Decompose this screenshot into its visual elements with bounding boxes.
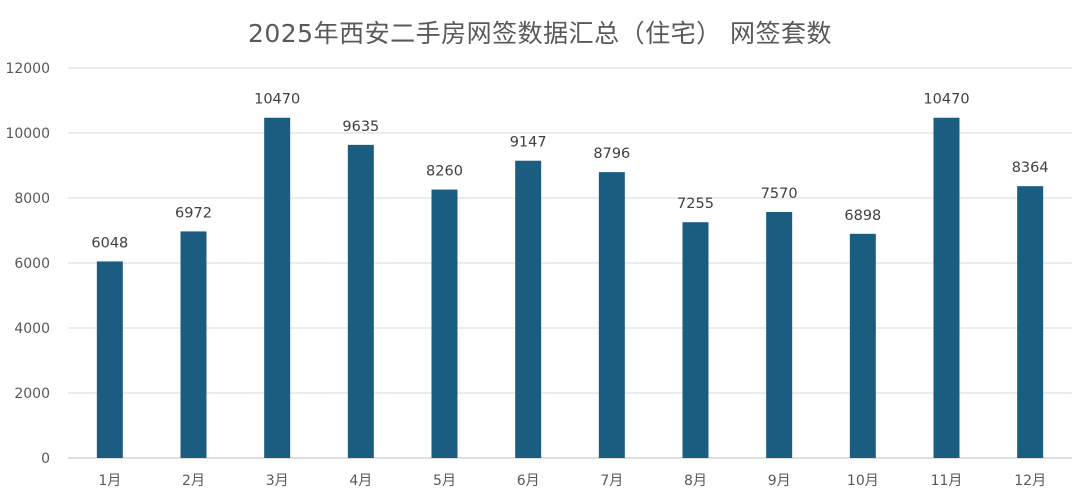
gridlines bbox=[68, 67, 1072, 459]
data-label: 7570 bbox=[761, 186, 798, 202]
y-tick-label: 6000 bbox=[14, 256, 50, 272]
x-axis-ticks: 1月 2月 3月 4月 5月 6月 7月 8月 9月 10月 11月 12月 bbox=[98, 473, 1046, 489]
x-tick-label: 12月 bbox=[1014, 473, 1046, 489]
x-tick-label: 1月 bbox=[98, 473, 121, 489]
y-tick-label: 12000 bbox=[5, 61, 50, 77]
data-label: 10470 bbox=[923, 92, 969, 108]
data-label: 9147 bbox=[510, 135, 547, 151]
bar bbox=[96, 261, 123, 458]
x-tick-label: 6月 bbox=[517, 473, 540, 489]
x-tick-label: 3月 bbox=[266, 473, 289, 489]
data-label: 9635 bbox=[342, 119, 379, 135]
data-label: 6048 bbox=[91, 235, 128, 251]
y-tick-label: 10000 bbox=[5, 126, 50, 142]
data-label: 10470 bbox=[254, 92, 300, 108]
x-tick-label: 8月 bbox=[684, 473, 707, 489]
bar bbox=[598, 172, 625, 458]
x-tick-label: 9月 bbox=[768, 473, 791, 489]
data-label: 7255 bbox=[677, 196, 714, 212]
bar bbox=[347, 144, 374, 459]
data-label: 6972 bbox=[175, 205, 212, 221]
x-tick-label: 5月 bbox=[433, 473, 456, 489]
chart-title: 2025年西安二手房网签数据汇总（住宅） 网签套数 bbox=[247, 19, 833, 48]
x-tick-label: 4月 bbox=[349, 473, 372, 489]
x-tick-label: 7月 bbox=[600, 473, 623, 489]
bar bbox=[1017, 186, 1044, 459]
y-tick-label: 2000 bbox=[14, 386, 50, 402]
y-tick-label: 8000 bbox=[14, 191, 50, 207]
bar bbox=[933, 117, 960, 458]
data-labels: 6048 6972 10470 9635 8260 9147 8796 7255 7570 689… bbox=[91, 92, 1048, 252]
data-label: 6898 bbox=[844, 208, 881, 224]
bar bbox=[849, 233, 876, 458]
data-label: 8260 bbox=[426, 164, 463, 180]
y-tick-label: 0 bbox=[41, 451, 50, 467]
y-axis-ticks: 0 2000 4000 6000 8000 10000 12000 bbox=[5, 61, 50, 467]
bar bbox=[264, 117, 291, 458]
bar bbox=[682, 222, 709, 458]
bar bbox=[515, 160, 542, 458]
data-label: 8364 bbox=[1012, 160, 1049, 176]
bar bbox=[180, 231, 207, 458]
x-tick-label: 10月 bbox=[847, 473, 879, 489]
bar bbox=[431, 189, 458, 459]
data-label: 8796 bbox=[593, 146, 630, 162]
bars bbox=[96, 117, 1044, 459]
x-tick-label: 11月 bbox=[931, 473, 963, 489]
y-tick-label: 4000 bbox=[14, 321, 50, 337]
x-tick-label: 2月 bbox=[182, 473, 205, 489]
bar bbox=[766, 211, 793, 458]
